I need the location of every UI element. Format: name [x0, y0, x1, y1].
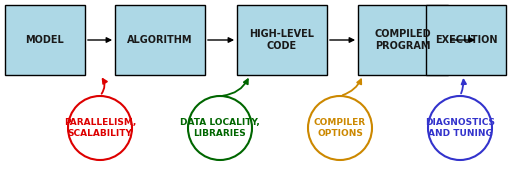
Text: ALGORITHM: ALGORITHM [127, 35, 193, 45]
Text: EXECUTION: EXECUTION [435, 35, 497, 45]
Text: COMPILER
OPTIONS: COMPILER OPTIONS [314, 118, 366, 138]
Bar [426, 5, 506, 75]
Bar [237, 5, 327, 75]
Circle shape [68, 96, 132, 160]
Text: DIAGNOSTICS
AND TUNING: DIAGNOSTICS AND TUNING [425, 118, 495, 138]
Text: DATA LOCALITY,
LIBRARIES: DATA LOCALITY, LIBRARIES [180, 118, 260, 138]
Text: MODEL: MODEL [26, 35, 64, 45]
Circle shape [188, 96, 252, 160]
Circle shape [428, 96, 492, 160]
Bar [358, 5, 448, 75]
Bar [5, 5, 85, 75]
Circle shape [308, 96, 372, 160]
Text: HIGH-LEVEL
CODE: HIGH-LEVEL CODE [249, 29, 314, 51]
Text: PARALLELISM,
SCALABILITY: PARALLELISM, SCALABILITY [64, 118, 136, 138]
Text: COMPILED
PROGRAM: COMPILED PROGRAM [375, 29, 431, 51]
Bar [115, 5, 205, 75]
